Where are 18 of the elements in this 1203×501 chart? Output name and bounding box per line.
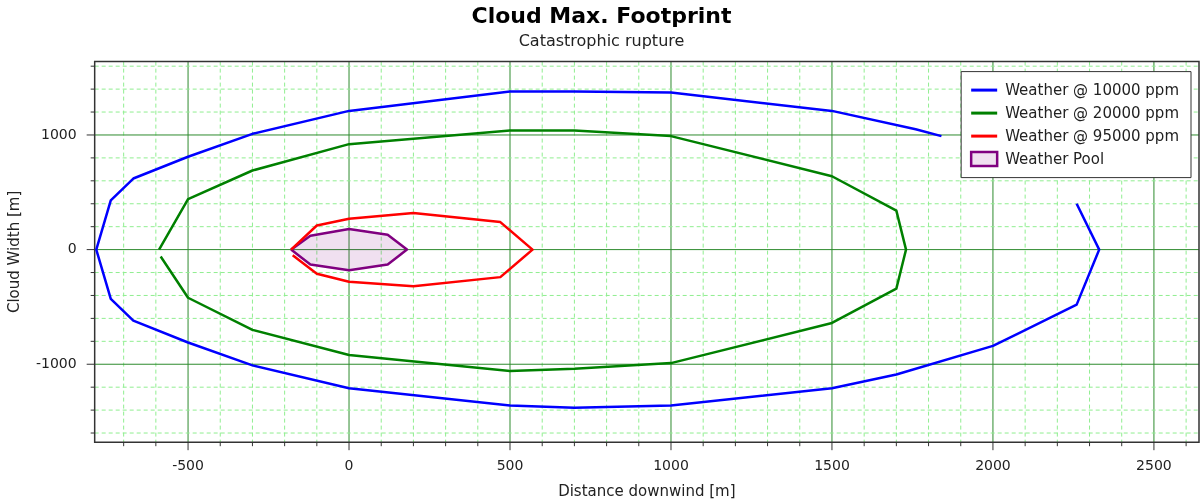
x-tick-label: 500 (496, 457, 524, 474)
x-tick-label: 2000 (975, 457, 1011, 474)
legend-label: Weather @ 95000 ppm (1005, 126, 1180, 145)
y-tick-label: -1000 (35, 354, 77, 371)
y-axis-title: Cloud Width [m] (4, 190, 23, 314)
legend-label: Weather @ 20000 ppm (1005, 103, 1180, 122)
chart-title: Cloud Max. Footprint (471, 2, 732, 28)
x-tick-label: 0 (344, 457, 354, 474)
y-tick-label: 1000 (41, 125, 77, 142)
x-axis-title: Distance downwind [m] (558, 481, 736, 500)
y-tick-label: 0 (67, 240, 77, 257)
chart-subtitle: Catastrophic rupture (518, 31, 685, 51)
x-tick-label: 1000 (653, 457, 689, 474)
x-tick-label: 1500 (814, 457, 850, 474)
legend-label: Weather @ 10000 ppm (1005, 80, 1180, 99)
legend-label: Weather Pool (1005, 149, 1105, 168)
x-tick-label: -500 (172, 457, 204, 474)
x-tick-label: 2500 (1136, 457, 1172, 474)
